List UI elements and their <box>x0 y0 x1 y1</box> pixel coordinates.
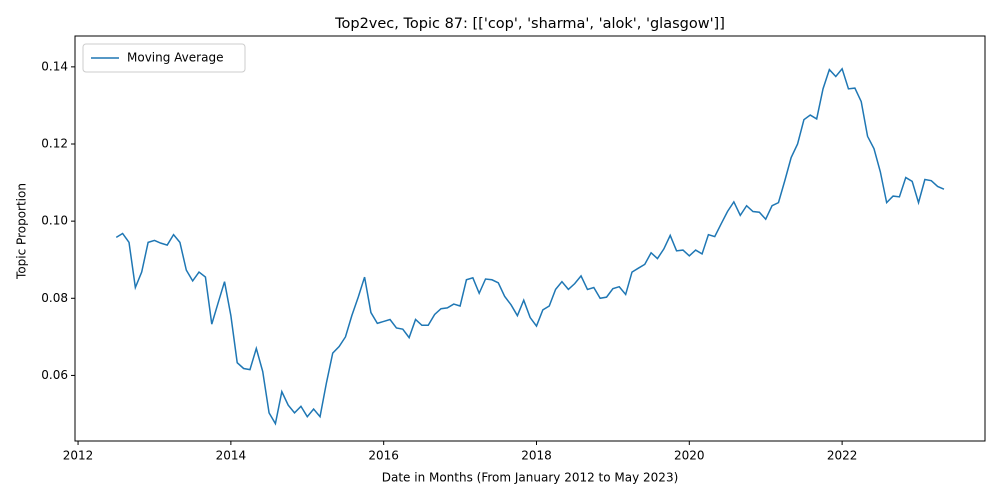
x-tick-label: 2016 <box>368 449 399 463</box>
x-axis-label: Date in Months (From January 2012 to May… <box>382 471 679 485</box>
legend-label: Moving Average <box>127 51 223 65</box>
x-tick-label: 2020 <box>674 449 705 463</box>
y-tick-label: 0.08 <box>41 291 68 305</box>
x-tick-label: 2012 <box>63 449 94 463</box>
x-tick-label: 2018 <box>521 449 552 463</box>
x-tick-label: 2022 <box>827 449 858 463</box>
y-tick-label: 0.12 <box>41 137 68 151</box>
data-line <box>115 67 945 426</box>
chart-title: Top2vec, Topic 87: [['cop', 'sharma', 'a… <box>334 16 725 32</box>
y-tick-label: 0.14 <box>41 59 68 73</box>
y-tick-label: 0.06 <box>41 368 68 382</box>
y-axis-label: Topic Proportion <box>15 183 29 280</box>
y-tick-label: 0.10 <box>41 214 68 228</box>
x-tick-label: 2014 <box>216 449 247 463</box>
axes-frame <box>74 35 986 442</box>
legend-box <box>82 43 246 73</box>
